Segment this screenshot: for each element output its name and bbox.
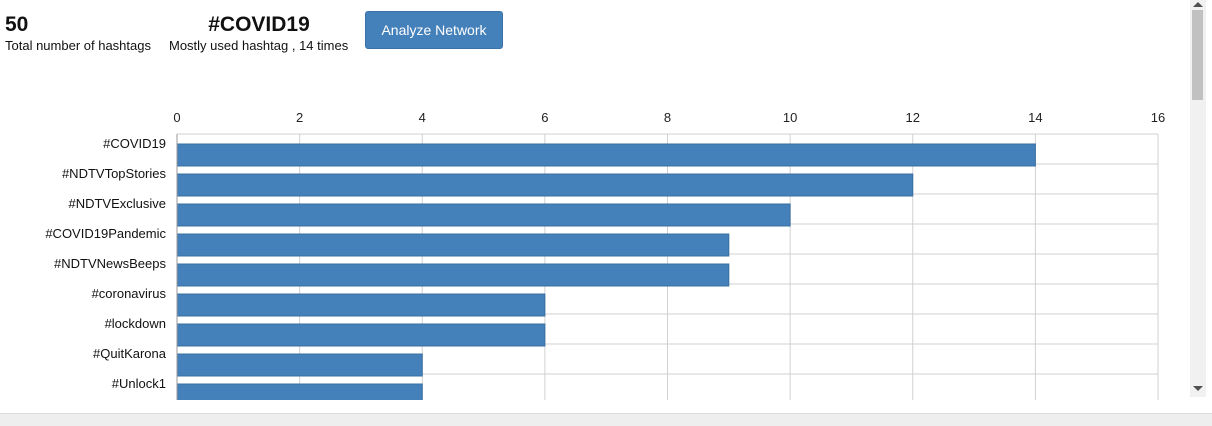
x-tick-label: 0 bbox=[173, 110, 180, 125]
bar bbox=[176, 173, 914, 197]
category-label: #Unlock1 bbox=[112, 376, 166, 391]
x-tick-label: 2 bbox=[296, 110, 303, 125]
bar bbox=[176, 383, 423, 400]
x-tick-label: 14 bbox=[1028, 110, 1042, 125]
hashtag-bar-chart: 0 2 4 6 8 10 12 14 16 #COVID19 #NDTVTopStories #NDT… bbox=[45, 110, 1165, 400]
total-hashtags-stat: 50 Total number of hashtags bbox=[5, 14, 151, 54]
top-hashtag-stat: #COVID19 Mostly used hashtag , 14 times bbox=[169, 14, 349, 54]
category-label: #lockdown bbox=[105, 316, 166, 331]
bar bbox=[176, 143, 1036, 167]
scroll-up-arrow-icon[interactable] bbox=[1193, 2, 1203, 7]
category-label: #COVID19Pandemic bbox=[45, 226, 166, 241]
bar bbox=[176, 263, 730, 287]
bar bbox=[176, 233, 730, 257]
x-tick-label: 4 bbox=[419, 110, 426, 125]
bar bbox=[176, 293, 546, 317]
category-label: #NDTVExclusive bbox=[68, 196, 166, 211]
top-hashtag-label: Mostly used hashtag , 14 times bbox=[169, 38, 349, 53]
analyze-network-button[interactable]: Analyze Network bbox=[365, 11, 503, 49]
category-label: #NDTVNewsBeeps bbox=[54, 256, 166, 271]
x-tick-label: 10 bbox=[783, 110, 797, 125]
scroll-down-arrow-icon[interactable] bbox=[1193, 386, 1203, 391]
bar bbox=[176, 203, 791, 227]
bottom-status-bar bbox=[0, 413, 1212, 426]
top-hashtag-value: #COVID19 bbox=[208, 13, 310, 36]
x-tick-label: 12 bbox=[906, 110, 920, 125]
x-tick-label: 16 bbox=[1151, 110, 1165, 125]
bar bbox=[176, 353, 423, 377]
category-label: #coronavirus bbox=[92, 286, 167, 301]
scrollbar-thumb[interactable] bbox=[1192, 10, 1203, 100]
bar bbox=[176, 323, 546, 347]
total-hashtags-label: Total number of hashtags bbox=[5, 38, 151, 53]
category-label: #QuitKarona bbox=[93, 346, 167, 361]
category-label: #COVID19 bbox=[103, 136, 166, 151]
category-label: #NDTVTopStories bbox=[62, 166, 167, 181]
x-tick-label: 6 bbox=[541, 110, 548, 125]
vertical-scrollbar[interactable] bbox=[1190, 0, 1206, 397]
x-tick-label: 8 bbox=[664, 110, 671, 125]
total-hashtags-value: 50 bbox=[5, 13, 29, 36]
